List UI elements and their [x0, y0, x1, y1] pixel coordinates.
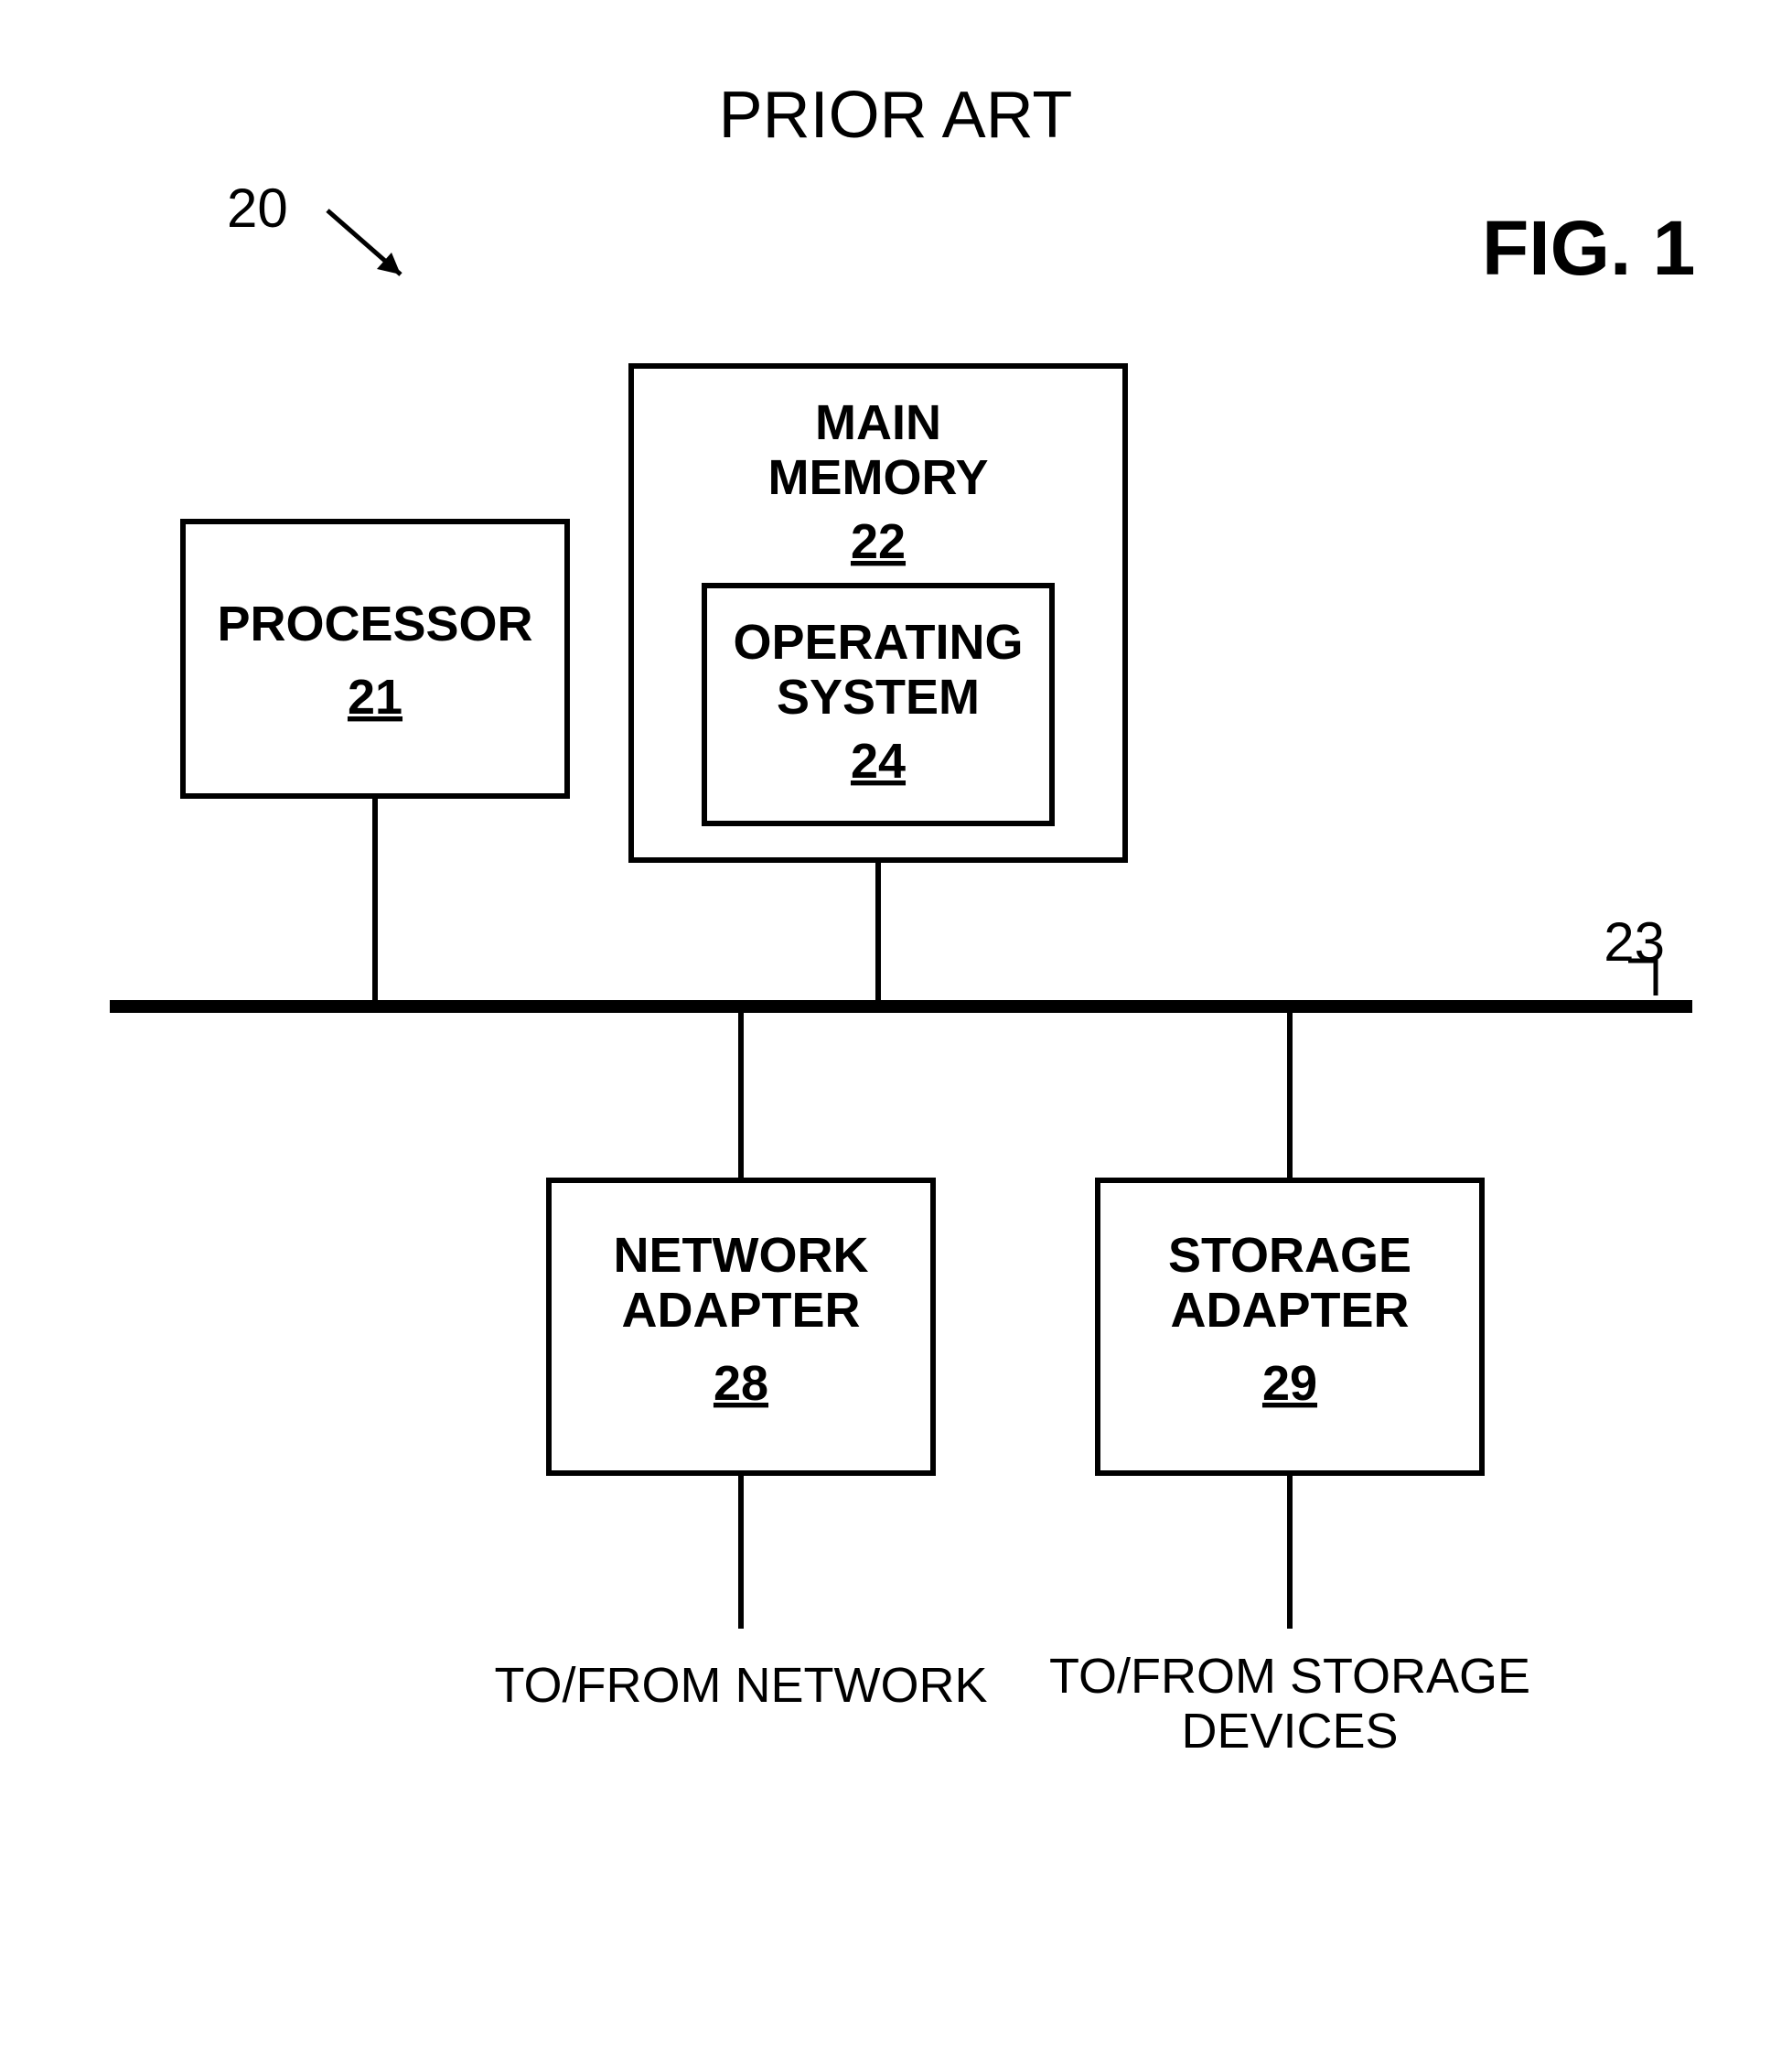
processor-label: PROCESSOR — [217, 597, 532, 651]
storage-adapter-caption-2: DEVICES — [1181, 1704, 1398, 1759]
main-memory-label-2: MEMORY — [768, 450, 989, 505]
system-ref-arrow — [327, 210, 401, 274]
storage-adapter-ref: 29 — [1262, 1356, 1317, 1411]
main-memory-label-1: MAIN — [815, 395, 941, 450]
network-adapter-label-2: ADAPTER — [621, 1283, 860, 1338]
network-adapter-label-1: NETWORK — [614, 1228, 869, 1283]
figure-label: FIG. 1 — [1482, 205, 1695, 291]
network-adapter-caption: TO/FROM NETWORK — [495, 1658, 988, 1713]
system-block-diagram: PRIOR ART FIG. 1 20 23 PROCESSOR 21 MAIN… — [0, 0, 1792, 2066]
operating-system-label-2: SYSTEM — [777, 670, 980, 725]
prior-art-heading: PRIOR ART — [719, 79, 1073, 152]
operating-system-ref: 24 — [851, 734, 906, 789]
operating-system-block: OPERATING SYSTEM 24 — [704, 586, 1052, 823]
system-ref-number: 20 — [227, 178, 288, 239]
network-adapter-block: NETWORK ADAPTER 28 TO/FROM NETWORK — [495, 1006, 988, 1713]
storage-adapter-block: STORAGE ADAPTER 29 TO/FROM STORAGE DEVIC… — [1049, 1006, 1530, 1759]
bus-ref: 23 — [1604, 911, 1665, 995]
storage-adapter-label-1: STORAGE — [1168, 1228, 1411, 1283]
storage-adapter-label-2: ADAPTER — [1170, 1283, 1409, 1338]
processor-ref: 21 — [348, 670, 402, 725]
processor-block: PROCESSOR 21 — [183, 522, 567, 1006]
operating-system-label-1: OPERATING — [733, 615, 1023, 670]
network-adapter-ref: 28 — [714, 1356, 768, 1411]
main-memory-ref: 22 — [851, 514, 906, 569]
storage-adapter-caption-1: TO/FROM STORAGE — [1049, 1649, 1530, 1704]
